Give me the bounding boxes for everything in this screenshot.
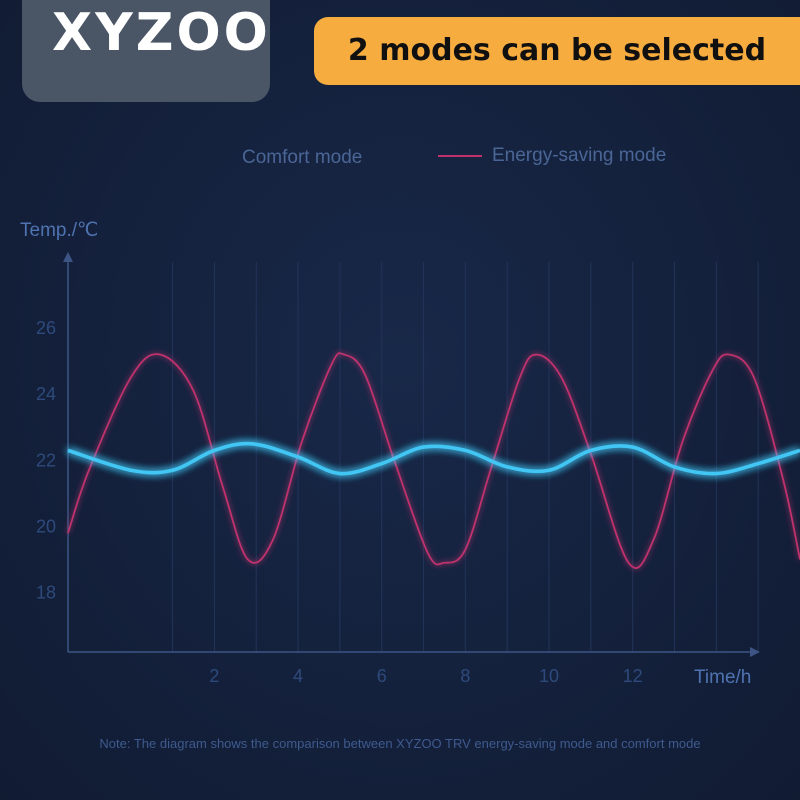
banner-text: 2 modes can be selected	[347, 33, 767, 68]
y-tick-label: 26	[36, 318, 56, 338]
chart-note: Note: The diagram shows the comparison b…	[99, 736, 701, 751]
y-axis-arrow	[63, 252, 73, 262]
x-tick-label: 4	[293, 666, 303, 686]
x-tick-label: 6	[377, 666, 387, 686]
x-tick-label: 8	[460, 666, 470, 686]
y-tick-label: 20	[36, 516, 56, 536]
x-axis-arrow	[750, 647, 760, 657]
legend-comfort-label: Comfort mode	[242, 147, 362, 168]
comfort-series-line	[67, 441, 800, 476]
legend-energy-label: Energy-saving mode	[492, 145, 666, 166]
brand-logo: XYZOO	[52, 3, 271, 63]
mode-banner: 2 modes can be selected	[314, 17, 800, 85]
y-tick-label: 24	[36, 384, 56, 404]
x-tick-label: 10	[539, 666, 559, 686]
y-axis-title: Temp./℃	[20, 220, 98, 241]
y-tick-label: 18	[36, 583, 56, 603]
y-tick-label: 22	[36, 450, 56, 470]
logo-box: XYZOO	[22, 0, 270, 102]
x-axis-title: Time/h	[694, 667, 751, 688]
temperature-chart: Comfort mode Energy-saving mode 182022242…	[20, 145, 800, 688]
energy-saving-series-line	[67, 352, 800, 569]
x-tick-label: 2	[209, 666, 219, 686]
x-tick-label: 12	[623, 666, 643, 686]
